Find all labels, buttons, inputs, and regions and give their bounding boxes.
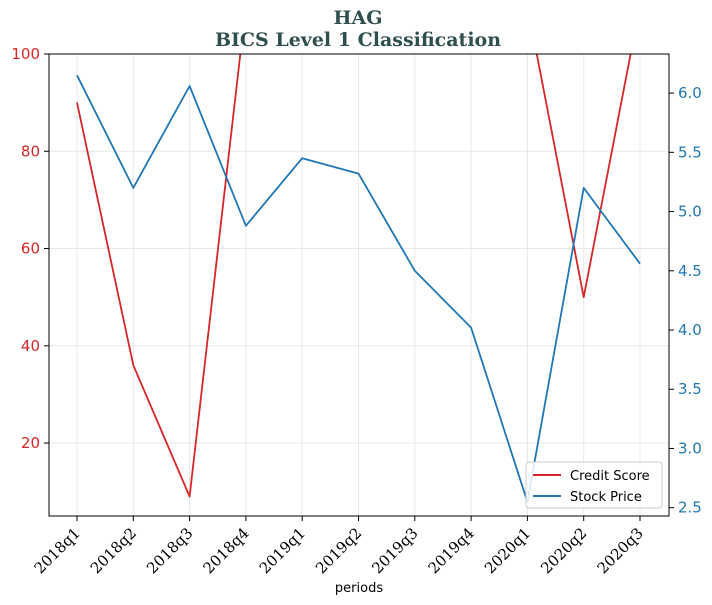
x-tick-label: 2019q3 bbox=[368, 524, 421, 577]
left-tick-label: 100 bbox=[11, 45, 40, 63]
x-tick-label: 2018q3 bbox=[143, 524, 196, 577]
legend: Credit Score Stock Price bbox=[525, 461, 663, 509]
right-tick-label: 4.5 bbox=[678, 262, 702, 280]
x-tick-label: 2019q2 bbox=[312, 524, 365, 577]
x-tick-label: 2018q1 bbox=[31, 524, 84, 577]
right-tick-label: 2.5 bbox=[678, 499, 702, 517]
series-line-credit-score bbox=[535, 54, 632, 299]
right-axis: 2.5 3.0 3.5 4.0 4.5 5.0 5.5 6.0 bbox=[669, 84, 702, 517]
left-tick-label: 60 bbox=[21, 240, 40, 258]
x-tick-label: 2020q1 bbox=[481, 524, 534, 577]
series-line-credit-score bbox=[76, 54, 242, 498]
right-tick-label: 4.0 bbox=[678, 321, 702, 339]
right-tick-label: 5.5 bbox=[678, 143, 702, 161]
x-tick-label: 2018q4 bbox=[199, 524, 252, 577]
right-tick-label: 6.0 bbox=[678, 84, 702, 102]
x-tick-label: 2020q3 bbox=[594, 524, 647, 577]
left-axis: 20 40 60 80 100 bbox=[11, 45, 49, 452]
left-tick-label: 20 bbox=[21, 434, 40, 452]
series-layer bbox=[76, 54, 641, 503]
x-tick-label: 2018q2 bbox=[87, 524, 140, 577]
x-tick-label: 2020q2 bbox=[537, 524, 590, 577]
x-tick-label: 2019q1 bbox=[256, 524, 309, 577]
chart-title: HAG bbox=[334, 7, 383, 29]
left-tick-label: 80 bbox=[21, 142, 40, 160]
x-tick-label: 2019q4 bbox=[425, 524, 478, 577]
chart-subtitle: BICS Level 1 Classification bbox=[215, 29, 501, 51]
grid bbox=[49, 53, 669, 516]
series-line-stock-price bbox=[76, 74, 641, 503]
right-tick-label: 3.0 bbox=[678, 439, 702, 457]
x-axis-label: periods bbox=[335, 581, 383, 596]
x-axis: 2018q1 2018q2 2018q3 2018q4 2019q1 2019q2 2019… bbox=[31, 516, 647, 577]
legend-label-credit-score: Credit Score bbox=[570, 469, 650, 484]
left-tick-label: 40 bbox=[21, 337, 40, 355]
right-tick-label: 5.0 bbox=[678, 203, 702, 221]
right-tick-label: 3.5 bbox=[678, 380, 702, 398]
legend-label-stock-price: Stock Price bbox=[570, 490, 642, 505]
